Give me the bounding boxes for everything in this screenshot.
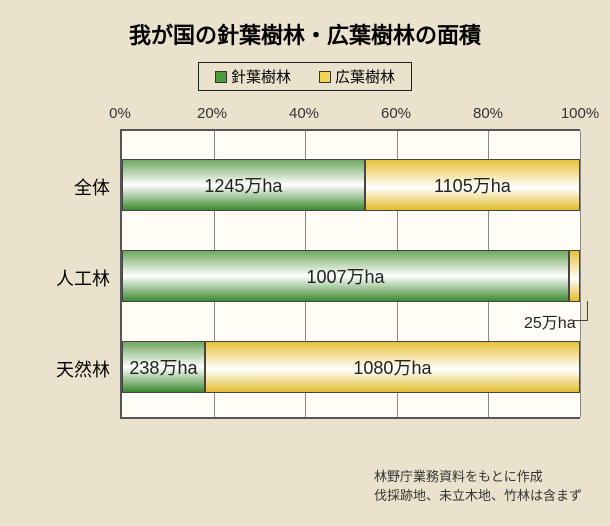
y-label: 天然林 (30, 356, 110, 382)
legend: 針葉樹林 広葉樹林 (198, 62, 412, 91)
x-tick: 0% (109, 105, 131, 122)
legend-item-conifer: 針葉樹林 (215, 66, 291, 87)
bar-segment: 1105万ha (365, 159, 580, 211)
y-label: 全体 (30, 174, 110, 200)
x-axis-ticks: 0%20%40%60%80%100% (120, 105, 580, 129)
x-tick: 100% (561, 105, 599, 122)
y-label: 人工林 (30, 265, 110, 291)
bar-segment (569, 250, 580, 302)
x-tick: 80% (473, 105, 503, 122)
bar-segment: 238万ha (122, 341, 205, 393)
segment-value: 1007万ha (306, 263, 384, 289)
bar-row: 天然林238万ha1080万ha (122, 341, 580, 393)
note-line: 伐採跡地、未立木地、竹林は含まず (374, 487, 582, 506)
source-notes: 林野庁業務資料をもとに作成 伐採跡地、未立木地、竹林は含まず (374, 468, 582, 506)
x-tick: 40% (289, 105, 319, 122)
segment-value: 1245万ha (204, 172, 282, 198)
segment-value: 238万ha (129, 354, 197, 380)
x-tick: 60% (381, 105, 411, 122)
note-line: 林野庁業務資料をもとに作成 (374, 468, 582, 487)
bar-row: 人工林1007万ha (122, 250, 580, 302)
bar-segment: 1007万ha (122, 250, 569, 302)
chart: 0%20%40%60%80%100% 全体1245万ha1105万ha25万ha… (120, 105, 580, 419)
swatch-broadleaf (319, 71, 331, 83)
segment-value: 1080万ha (353, 354, 431, 380)
segment-value: 1105万ha (434, 172, 511, 198)
callout-label: 25万ha (524, 309, 576, 333)
gridline (580, 131, 581, 417)
plot-area: 全体1245万ha1105万ha25万ha人工林1007万ha天然林238万ha… (120, 129, 580, 419)
legend-label: 針葉樹林 (231, 66, 291, 87)
callout-line (574, 301, 588, 321)
x-tick: 20% (197, 105, 227, 122)
bar-row: 全体1245万ha1105万ha (122, 159, 580, 211)
legend-label: 広葉樹林 (335, 66, 395, 87)
bar-segment: 1245万ha (122, 159, 365, 211)
page-title: 我が国の針葉樹林・広葉樹林の面積 (28, 18, 582, 50)
legend-item-broadleaf: 広葉樹林 (319, 66, 395, 87)
bar-segment: 1080万ha (205, 341, 580, 393)
swatch-conifer (215, 71, 227, 83)
